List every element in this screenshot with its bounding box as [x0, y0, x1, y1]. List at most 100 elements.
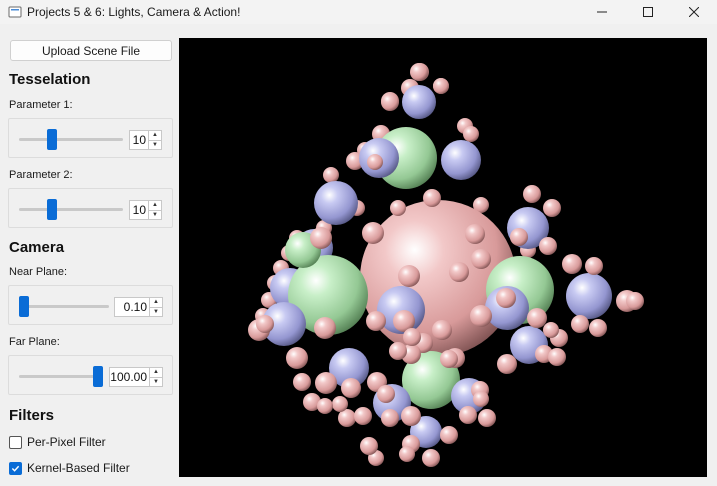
- blue-sphere: [402, 85, 436, 119]
- pink-sphere: [293, 373, 311, 391]
- minimize-button[interactable]: [579, 0, 625, 24]
- far-plane-slider-track[interactable]: [19, 375, 103, 378]
- maximize-button[interactable]: [625, 0, 671, 24]
- close-icon: [689, 7, 699, 17]
- pink-sphere: [286, 347, 308, 369]
- pink-sphere: [585, 257, 603, 275]
- kernel-filter-label[interactable]: Kernel-Based Filter: [27, 461, 130, 475]
- pink-sphere: [527, 308, 547, 328]
- parameter-1-slider-track[interactable]: [19, 138, 123, 141]
- pink-sphere: [381, 409, 399, 427]
- pink-sphere: [440, 426, 458, 444]
- near-plane-value[interactable]: 0.10: [123, 300, 147, 314]
- near-plane-label: Near Plane:: [9, 266, 68, 278]
- near-plane-group: 0.10 ▲ ▼: [8, 285, 173, 325]
- increment-arrow-icon[interactable]: ▲: [153, 369, 159, 376]
- per-pixel-filter-checkbox[interactable]: [9, 435, 22, 449]
- pink-sphere: [338, 409, 356, 427]
- decrement-arrow-icon[interactable]: ▼: [149, 209, 161, 220]
- pink-sphere: [401, 406, 421, 426]
- pink-sphere: [422, 449, 440, 467]
- far-plane-slider[interactable]: [93, 366, 103, 387]
- close-button[interactable]: [671, 0, 717, 24]
- increment-arrow-icon[interactable]: ▲: [152, 132, 158, 139]
- minimize-icon: [597, 11, 607, 13]
- blue-sphere: [566, 273, 612, 319]
- near-plane-spinbox[interactable]: 0.10 ▲ ▼: [114, 297, 163, 317]
- far-plane-group: 100.00 ▲ ▼: [8, 355, 173, 395]
- parameter-1-group: 10 ▲ ▼: [8, 118, 173, 158]
- pink-sphere: [465, 224, 485, 244]
- pink-sphere: [562, 254, 582, 274]
- pink-sphere: [303, 393, 321, 411]
- parameter-1-slider[interactable]: [47, 129, 58, 150]
- pink-sphere: [433, 78, 449, 94]
- pink-sphere: [256, 315, 274, 333]
- parameter-2-value[interactable]: 10: [132, 203, 146, 217]
- app-icon: [8, 6, 22, 18]
- pink-sphere: [626, 292, 644, 310]
- pink-sphere: [543, 199, 561, 217]
- camera-heading: Camera: [9, 239, 65, 256]
- far-plane-value[interactable]: 100.00: [110, 370, 147, 384]
- pink-sphere: [354, 407, 372, 425]
- pink-sphere: [366, 311, 386, 331]
- near-plane-slider[interactable]: [19, 296, 29, 317]
- pink-sphere: [381, 93, 399, 111]
- pink-sphere: [377, 385, 395, 403]
- increment-arrow-icon[interactable]: ▲: [152, 202, 158, 209]
- decrement-arrow-icon[interactable]: ▼: [150, 376, 162, 387]
- pink-sphere: [459, 406, 477, 424]
- pink-sphere: [463, 126, 479, 142]
- parameter-1-label: Parameter 1:: [9, 99, 73, 111]
- blue-sphere: [329, 348, 369, 388]
- blue-sphere: [314, 181, 358, 225]
- pink-sphere: [314, 317, 336, 339]
- decrement-arrow-icon[interactable]: ▼: [149, 139, 161, 150]
- pink-sphere: [473, 197, 489, 213]
- pink-sphere: [543, 322, 559, 338]
- render-viewport[interactable]: [179, 38, 707, 477]
- tesselation-heading: Tesselation: [9, 71, 91, 88]
- increment-arrow-icon[interactable]: ▲: [153, 299, 159, 306]
- parameter-2-spinbox[interactable]: 10 ▲ ▼: [129, 200, 162, 220]
- pink-sphere: [423, 189, 441, 207]
- title-bar[interactable]: Projects 5 & 6: Lights, Camera & Action!: [0, 0, 717, 24]
- pink-sphere: [496, 288, 516, 308]
- green-sphere: [288, 255, 368, 335]
- kernel-filter-checkbox[interactable]: [9, 461, 22, 475]
- parameter-2-group: 10 ▲ ▼: [8, 188, 173, 228]
- blue-sphere: [441, 140, 481, 180]
- decrement-arrow-icon[interactable]: ▼: [150, 306, 162, 317]
- checkmark-icon: [11, 465, 20, 472]
- pink-sphere: [360, 437, 378, 455]
- parameter-2-label: Parameter 2:: [9, 169, 73, 181]
- parameter-2-slider[interactable]: [47, 199, 58, 220]
- pink-sphere: [497, 354, 517, 374]
- pink-sphere: [367, 154, 383, 170]
- parameter-2-slider-track[interactable]: [19, 208, 123, 211]
- pink-sphere: [471, 249, 491, 269]
- pink-sphere: [317, 398, 333, 414]
- parameter-1-value[interactable]: 10: [132, 133, 146, 147]
- near-plane-slider-track[interactable]: [19, 305, 109, 308]
- parameter-1-spinbox[interactable]: 10 ▲ ▼: [129, 130, 162, 150]
- pink-sphere: [341, 378, 361, 398]
- pink-sphere: [390, 200, 406, 216]
- pink-sphere: [449, 262, 469, 282]
- upload-scene-button[interactable]: Upload Scene File: [10, 40, 172, 61]
- kernel-filter-option[interactable]: Kernel-Based Filter: [9, 461, 130, 475]
- pink-sphere: [399, 446, 415, 462]
- per-pixel-filter-option[interactable]: Per-Pixel Filter: [9, 435, 106, 449]
- pink-sphere: [323, 167, 339, 183]
- pink-sphere: [510, 228, 528, 246]
- pink-sphere: [362, 222, 384, 244]
- pink-sphere: [539, 237, 557, 255]
- pink-sphere: [589, 319, 607, 337]
- pink-sphere: [440, 350, 458, 368]
- pink-sphere: [523, 185, 541, 203]
- pink-sphere: [548, 348, 566, 366]
- pink-sphere: [332, 396, 348, 412]
- per-pixel-filter-label[interactable]: Per-Pixel Filter: [27, 435, 106, 449]
- far-plane-spinbox[interactable]: 100.00 ▲ ▼: [109, 367, 163, 387]
